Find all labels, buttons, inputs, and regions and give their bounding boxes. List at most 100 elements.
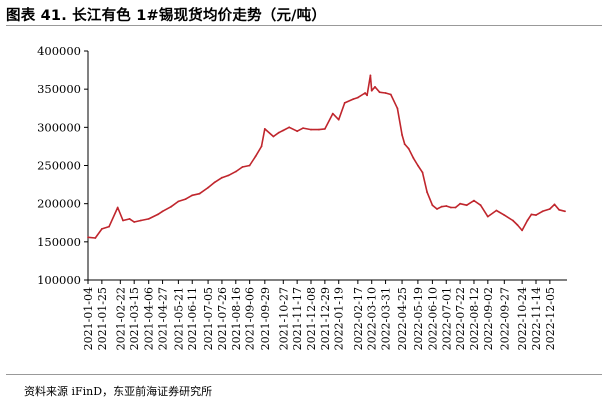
data-point xyxy=(389,93,392,96)
data-point xyxy=(241,166,244,168)
chart-title: 图表 41. 长江有色 1#锡现货均价走势（元/吨） xyxy=(6,8,327,24)
data-point xyxy=(495,209,498,212)
x-tick-label: 2021-07-26 xyxy=(216,287,229,350)
data-point xyxy=(374,86,376,88)
x-tick-label: 2022-07-01 xyxy=(440,287,453,350)
data-point xyxy=(116,206,119,209)
data-point xyxy=(310,128,312,131)
data-point xyxy=(94,237,97,239)
data-point xyxy=(417,164,419,167)
x-tick-label: 2021-12-08 xyxy=(305,287,318,350)
data-point xyxy=(108,225,110,228)
data-point xyxy=(366,94,368,97)
data-point xyxy=(421,171,424,174)
data-point xyxy=(147,218,150,220)
data-point xyxy=(184,198,187,201)
data-point xyxy=(177,200,180,203)
data-point xyxy=(431,204,434,207)
data-point xyxy=(521,229,523,232)
data-point xyxy=(553,203,556,206)
data-point xyxy=(512,219,514,222)
x-tick-label: 2022-03-10 xyxy=(366,287,379,350)
y-tick-label: 400000 xyxy=(37,44,81,58)
x-tick-label: 2022-10-24 xyxy=(516,287,529,350)
x-tick-label: 2021-09-06 xyxy=(244,287,257,350)
x-tick-label: 2021-11-17 xyxy=(291,287,304,350)
y-tick-label: 300000 xyxy=(37,120,81,134)
data-point xyxy=(324,127,326,130)
data-point xyxy=(356,96,359,99)
data-point xyxy=(401,134,403,136)
data-point xyxy=(535,214,537,217)
data-point xyxy=(479,204,482,207)
data-point xyxy=(548,208,551,210)
x-tick-label: 2022-09-02 xyxy=(482,287,495,350)
data-point xyxy=(198,192,201,195)
data-point xyxy=(272,135,275,138)
y-tick-label: 150000 xyxy=(37,235,81,249)
x-tick-label: 2021-06-11 xyxy=(186,287,199,350)
data-point xyxy=(564,210,566,213)
data-point xyxy=(128,218,131,220)
data-point xyxy=(288,126,291,129)
x-tick-label: 2022-08-12 xyxy=(468,287,481,350)
data-point xyxy=(454,206,457,209)
x-tick-label: 2022-06-10 xyxy=(426,287,439,350)
data-point xyxy=(331,112,334,115)
x-tick-label: 2021-02-22 xyxy=(114,287,127,350)
data-point xyxy=(318,128,320,131)
data-point xyxy=(445,205,448,207)
data-point xyxy=(133,221,136,223)
data-point xyxy=(157,213,159,216)
x-tick-label: 2022-02-17 xyxy=(352,287,365,350)
data-point xyxy=(139,219,142,222)
x-tick-label: 2022-04-25 xyxy=(396,287,409,350)
x-tick-label: 2022-07-22 xyxy=(454,287,467,350)
data-point xyxy=(227,174,230,177)
data-point xyxy=(343,102,346,104)
data-point xyxy=(254,155,257,158)
x-tick-label: 2022-09-27 xyxy=(498,287,511,350)
data-point xyxy=(396,107,399,110)
data-point xyxy=(503,214,506,217)
data-point xyxy=(248,164,251,167)
x-tick-label: 2022-12-05 xyxy=(544,287,557,350)
source-note: 资料来源 iFinD，东亚前海证券研究所 xyxy=(24,385,213,398)
x-tick-label: 2021-03-15 xyxy=(128,287,141,350)
y-tick-label: 200000 xyxy=(37,197,81,211)
data-point xyxy=(530,213,533,216)
data-point xyxy=(207,186,210,189)
data-point xyxy=(296,130,299,133)
data-point xyxy=(459,202,461,205)
data-point xyxy=(352,98,355,100)
data-point xyxy=(364,92,366,94)
x-tick-label: 2022-11-14 xyxy=(530,287,543,350)
x-tick-label: 2021-12-29 xyxy=(319,287,332,350)
data-point xyxy=(440,205,443,208)
data-point xyxy=(403,143,406,146)
data-point xyxy=(436,208,438,210)
x-tick-label: 2022-03-31 xyxy=(380,287,393,350)
data-point xyxy=(465,204,468,207)
data-point xyxy=(516,224,519,226)
footer-divider xyxy=(6,374,602,375)
data-point xyxy=(213,181,216,184)
data-point xyxy=(282,129,285,132)
data-point xyxy=(277,131,280,134)
data-point xyxy=(369,74,372,77)
x-tick-label: 2021-04-27 xyxy=(157,287,170,350)
data-point xyxy=(541,210,544,213)
data-point xyxy=(412,157,415,159)
data-point xyxy=(337,118,340,121)
data-point xyxy=(263,127,266,130)
line-chart: 100000 150000 200000 250000 300000 350000 4000… xyxy=(37,44,567,350)
data-point xyxy=(558,208,560,211)
x-tick-label: 2021-01-04 xyxy=(82,287,95,350)
data-point xyxy=(384,92,387,94)
x-tick-label: 2022-01-19 xyxy=(333,287,346,350)
data-point xyxy=(191,194,194,197)
series-line xyxy=(87,74,566,239)
x-tick-label: 2022-05-19 xyxy=(412,287,425,350)
y-tick-label: 100000 xyxy=(37,273,81,287)
data-point xyxy=(526,219,529,222)
